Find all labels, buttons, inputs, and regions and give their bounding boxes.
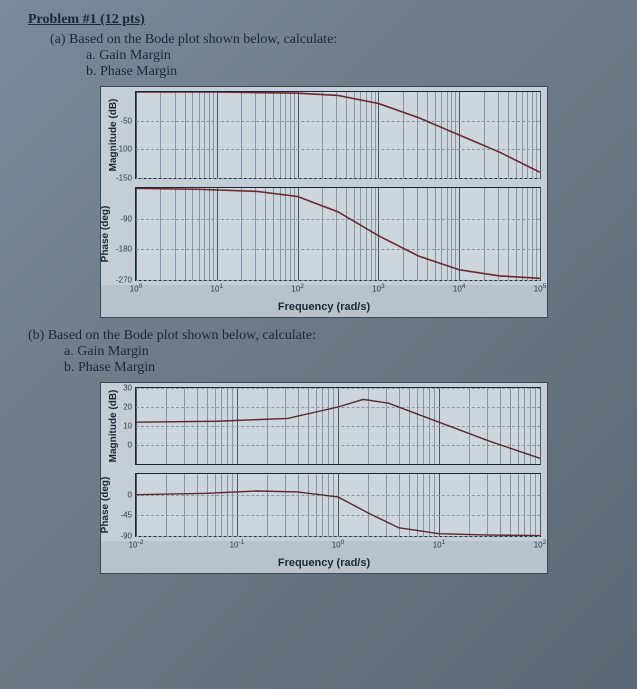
ytick: -270 [108,276,132,285]
ytick: 30 [108,384,132,393]
xtick: 104 [453,283,466,294]
ylabel-phase-b: Phase (deg) [100,477,111,534]
ytick: -180 [108,245,132,254]
xtick: 101 [210,283,223,294]
ytick: -90 [108,532,132,541]
bode-a-phase-panel: Phase (deg) 100101102103104105-90-180-27… [101,183,547,285]
xtick: 103 [372,283,385,294]
xtick: 10-1 [230,539,245,550]
part-b-item-b: b. Phase Margin [64,360,609,376]
xlabel-b: Frequency (rad/s) [101,557,547,573]
bode-a-magnitude-panel: Magnitude (dB) -50 -100 -150 [101,87,547,183]
bode-plot-a: Magnitude (dB) -50-100-150 Phase (deg) 1… [100,86,609,318]
part-b-item-a: a. Gain Margin [64,344,609,360]
part-a-prompt: (a) Based on the Bode plot shown below, … [50,32,609,48]
ytick: 0 [108,441,132,450]
xtick: 101 [433,539,446,550]
xtick: 10-2 [129,539,144,550]
part-b-prompt: (b) Based on the Bode plot shown below, … [28,328,609,344]
ylabel-magnitude-a: Magnitude (dB) [108,99,119,172]
bode-b-phase-panel: Phase (deg) 10-210-11001011020-45-90 [101,469,547,541]
part-a-item-b: b. Phase Margin [86,64,609,80]
problem-title: Problem #1 (12 pts) [28,12,609,28]
ytick: -50 [108,116,132,125]
ytick: -150 [108,174,132,183]
ytick: -100 [108,145,132,154]
ytick: 0 [108,490,132,499]
xlabel-a: Frequency (rad/s) [101,301,547,317]
ytick: 10 [108,422,132,431]
ytick: -90 [108,214,132,223]
ytick: 20 [108,403,132,412]
part-a-item-a: a. Gain Margin [86,48,609,64]
bode-b-magnitude-panel: Magnitude (dB) 0102030 [101,383,547,469]
xtick: 102 [534,539,547,550]
xtick: 100 [332,539,345,550]
xtick: 100 [130,283,143,294]
ytick: -45 [108,511,132,520]
xtick: 105 [534,283,547,294]
bode-plot-b: Magnitude (dB) 0102030 Phase (deg) 10-21… [100,382,609,574]
xtick: 102 [291,283,304,294]
